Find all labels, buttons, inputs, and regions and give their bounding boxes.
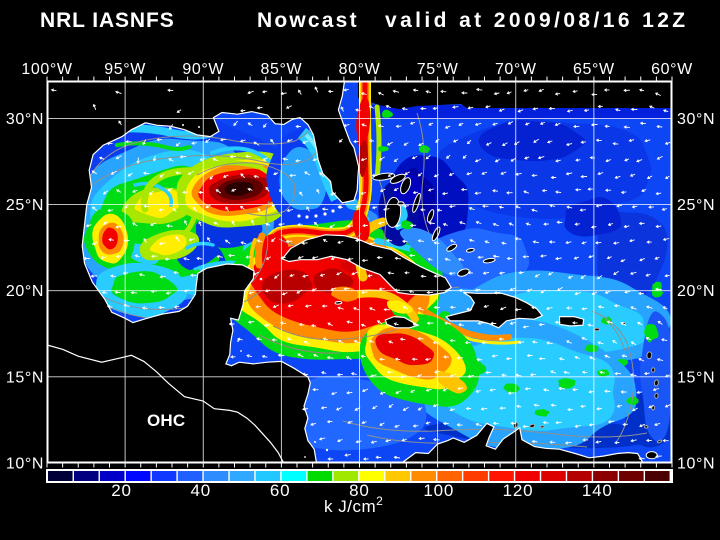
svg-text:15°N: 15°N (6, 369, 44, 386)
svg-text:75°W: 75°W (417, 61, 459, 78)
svg-text:70°W: 70°W (495, 61, 537, 78)
svg-text:100: 100 (423, 481, 454, 500)
svg-text:40: 40 (191, 481, 212, 500)
svg-text:25°N: 25°N (677, 197, 715, 214)
svg-text:90°W: 90°W (182, 61, 224, 78)
svg-text:65°W: 65°W (573, 61, 615, 78)
svg-text:20°N: 20°N (6, 283, 44, 300)
svg-text:80°W: 80°W (339, 61, 381, 78)
svg-text:25°N: 25°N (6, 197, 44, 214)
svg-text:15°N: 15°N (677, 369, 715, 386)
svg-text:valid at 2009/08/16 12Z: valid at 2009/08/16 12Z (385, 9, 689, 32)
svg-text:k J/cm2: k J/cm2 (324, 494, 383, 516)
svg-text:120: 120 (503, 481, 534, 500)
svg-text:100°W: 100°W (21, 61, 72, 78)
svg-text:20°N: 20°N (677, 283, 715, 300)
svg-text:60: 60 (270, 481, 291, 500)
svg-text:NRL IASNFS: NRL IASNFS (40, 9, 175, 32)
svg-text:10°N: 10°N (6, 456, 44, 473)
svg-text:140: 140 (582, 481, 613, 500)
svg-text:OHC: OHC (147, 411, 185, 430)
svg-text:Nowcast: Nowcast (257, 9, 359, 32)
svg-text:85°W: 85°W (261, 61, 303, 78)
svg-text:10°N: 10°N (677, 456, 715, 473)
svg-text:95°W: 95°W (104, 61, 146, 78)
svg-text:20: 20 (111, 481, 132, 500)
svg-text:30°N: 30°N (677, 111, 715, 128)
svg-text:60°W: 60°W (651, 61, 693, 78)
svg-text:80: 80 (349, 481, 370, 500)
svg-text:30°N: 30°N (6, 111, 44, 128)
